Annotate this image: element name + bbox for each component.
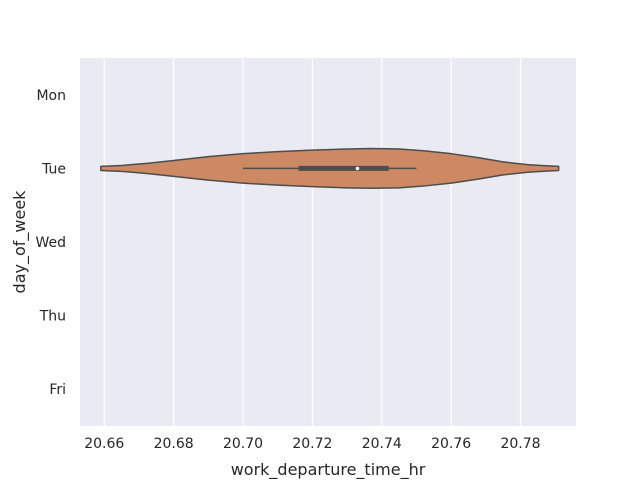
y-axis-ticks: Mon Tue Wed Thu Fri [35,88,66,398]
x-axis-ticks: 20.66 20.68 20.70 20.72 20.74 20.76 20.78 [84,436,540,452]
x-tick-label: 20.68 [154,436,194,452]
y-tick-label: Fri [49,382,66,398]
x-tick-label: 20.70 [223,436,263,452]
plot-background [80,58,576,426]
x-tick-label: 20.76 [431,436,471,452]
x-tick-label: 20.72 [292,436,332,452]
violins [100,147,560,190]
y-tick-label: Mon [36,88,66,104]
y-tick-label: Thu [39,309,66,325]
y-axis-label: day_of_week [10,190,30,294]
y-tick-label: Tue [41,161,66,177]
x-axis-label: work_departure_time_hr [231,460,426,480]
x-tick-label: 20.74 [362,436,402,452]
x-tick-label: 20.66 [84,436,124,452]
grid-lines [103,58,522,426]
y-tick-label: Wed [35,235,66,251]
violin-median [355,166,360,171]
x-tick-label: 20.78 [500,436,540,452]
